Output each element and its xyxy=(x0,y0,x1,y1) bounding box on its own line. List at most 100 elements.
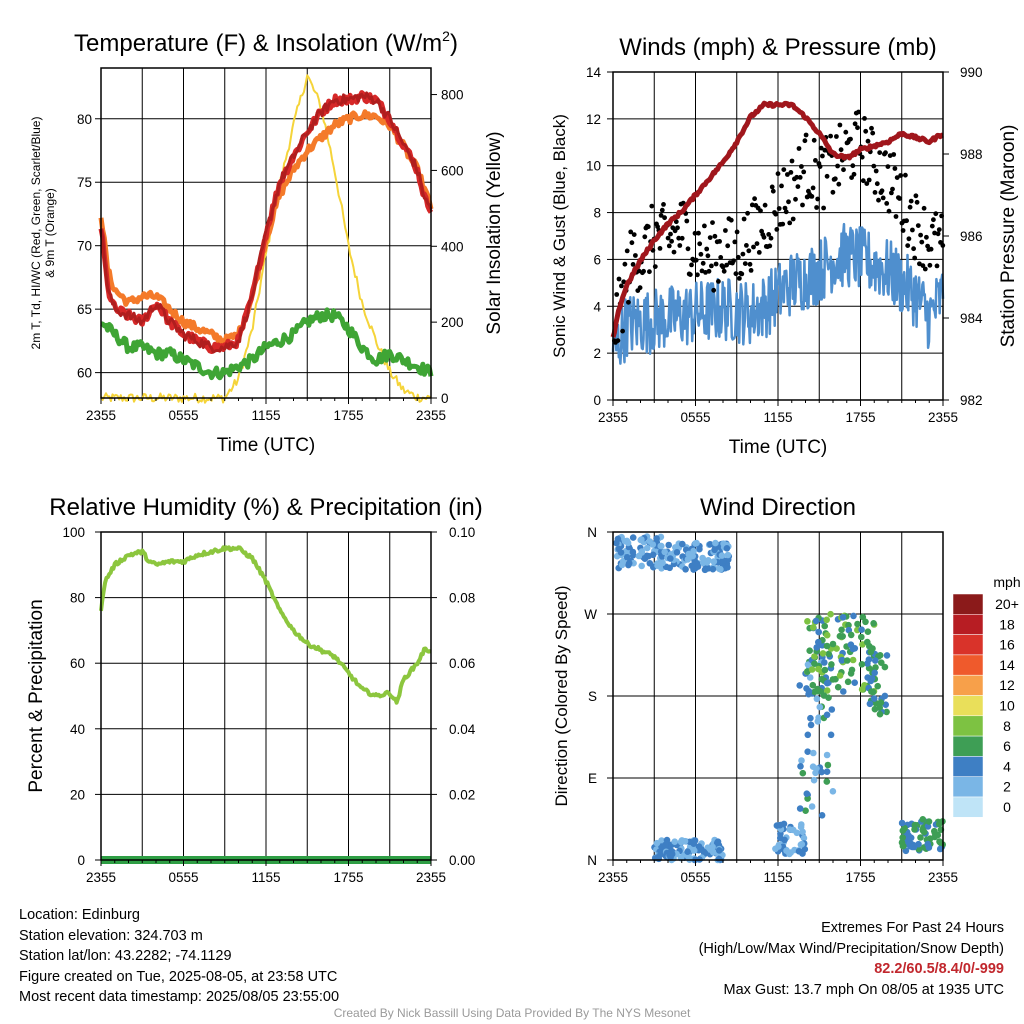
wind-direction-point xyxy=(881,663,889,671)
gust-point xyxy=(732,239,738,245)
gust-point xyxy=(918,232,923,238)
gust-point xyxy=(621,279,627,285)
x-tick-label: 2355 xyxy=(416,408,446,423)
colorbar-label: 8 xyxy=(1003,718,1011,734)
wind-direction-point xyxy=(712,539,719,547)
wind-direction-point xyxy=(850,612,857,620)
extremes-info: Extremes For Past 24 Hours (High/Low/Max… xyxy=(699,918,1004,1000)
gust-point xyxy=(879,188,885,194)
colorbar-label: 6 xyxy=(1003,738,1011,754)
wind-direction-point xyxy=(824,761,832,769)
gust-point xyxy=(742,261,748,266)
gust-point xyxy=(824,173,830,179)
chart-title: Winds (mph) & Pressure (mb) xyxy=(619,34,936,61)
gust-point xyxy=(676,235,682,241)
wind-direction-point xyxy=(815,638,822,646)
y-tick-label: 14 xyxy=(586,65,602,80)
x-axis-label: Time (UTC) xyxy=(729,437,828,458)
colorbar-label: 12 xyxy=(999,677,1015,693)
wind-direction-point xyxy=(815,628,822,636)
wind-direction-point xyxy=(659,559,666,567)
wind-direction-point xyxy=(786,850,793,858)
wind-direction-point xyxy=(710,558,718,565)
extremes-heading: Extremes For Past 24 Hours xyxy=(821,920,1004,936)
gust-point xyxy=(856,109,861,115)
wind-direction-point xyxy=(643,544,651,552)
x-tick-label: 2355 xyxy=(416,870,446,885)
wind-direction-point xyxy=(723,545,731,552)
gust-point xyxy=(721,268,727,274)
y-tick-label: 4 xyxy=(593,299,601,314)
x-tick-label: 2355 xyxy=(86,408,116,423)
gust-point xyxy=(769,184,775,190)
gust-point xyxy=(628,229,634,235)
gust-point xyxy=(631,232,637,238)
wind-direction-point xyxy=(804,748,811,755)
wind-direction-point xyxy=(811,653,818,660)
gust-point xyxy=(927,262,933,268)
chart-panel-1: Winds (mph) & Pressure (mb) 0 2 4 6 8 10 12 14 98… xyxy=(550,34,1019,458)
y-tick-label: 65 xyxy=(77,302,92,317)
gust-point xyxy=(780,221,786,227)
wind-direction-point xyxy=(806,647,813,654)
wind-direction-point xyxy=(917,834,924,841)
wind-direction-point xyxy=(773,822,781,829)
gust-point xyxy=(924,234,929,240)
wind-direction-point xyxy=(715,855,723,863)
x-tick-label: 0555 xyxy=(168,870,198,885)
y-right-tick-label: 600 xyxy=(441,163,464,178)
title-text: Temperature (F) & Insolation (W/m xyxy=(74,30,442,57)
gust-point xyxy=(907,204,913,210)
gust-point xyxy=(751,244,756,250)
gust-point xyxy=(866,177,872,183)
wind-direction-point xyxy=(812,617,820,625)
y-right-tick-label: 0.02 xyxy=(449,787,475,802)
gust-point xyxy=(748,268,754,273)
y-tick-label: W xyxy=(584,607,597,622)
wind-direction-point xyxy=(876,652,884,659)
wind-direction-point xyxy=(673,549,681,556)
colorbar-swatch xyxy=(952,796,984,818)
wind-direction-point xyxy=(800,834,808,842)
wind-direction-point xyxy=(713,839,721,847)
wind-direction-point xyxy=(843,657,851,664)
wind-direction-point xyxy=(717,566,724,573)
gust-point xyxy=(830,189,836,195)
wind-direction-point xyxy=(617,549,625,556)
gust-point xyxy=(815,196,821,202)
wind-direction-point xyxy=(899,834,906,841)
gust-point xyxy=(709,263,714,269)
gust-point xyxy=(668,231,673,237)
station-location: Location: Edinburg xyxy=(19,907,140,923)
gust-point xyxy=(746,248,752,254)
gust-point xyxy=(724,262,729,268)
gust-point xyxy=(754,241,760,247)
gust-point xyxy=(685,246,691,252)
wind-direction-point xyxy=(931,833,939,841)
gust-point xyxy=(619,283,624,289)
y-axis-label: Direction (Colored By Speed) xyxy=(552,585,571,806)
wind-direction-point xyxy=(699,559,707,567)
gust-point xyxy=(898,173,904,178)
wind-direction-point xyxy=(804,795,811,802)
gust-point xyxy=(642,234,648,240)
wind-direction-point xyxy=(881,692,889,700)
colorbar-swatch xyxy=(952,593,984,615)
wind-direction-point xyxy=(931,827,938,835)
wind-direction-point xyxy=(859,613,867,621)
wind-direction-point xyxy=(813,765,820,772)
wind-direction-point xyxy=(724,564,731,571)
wind-direction-point xyxy=(803,790,811,797)
gust-point xyxy=(929,223,935,229)
wind-direction-point xyxy=(663,836,671,844)
y-right-tick-label: 990 xyxy=(960,65,983,80)
gust-point xyxy=(633,253,638,258)
gust-point xyxy=(862,116,867,121)
wind-direction-point xyxy=(625,559,633,567)
max-gust: Max Gust: 13.7 mph On 08/05 at 1935 UTC xyxy=(723,981,1004,998)
wind-direction-point xyxy=(851,679,858,686)
wind-direction-point xyxy=(621,537,629,545)
gust-point xyxy=(919,239,925,245)
gust-point xyxy=(768,235,774,241)
x-tick-label: 2355 xyxy=(928,410,958,425)
